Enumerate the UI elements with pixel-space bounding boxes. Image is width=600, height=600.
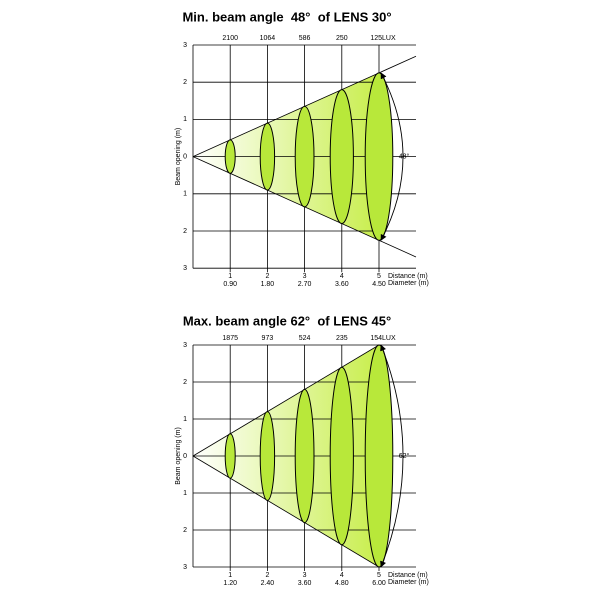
beam-spot — [364, 72, 394, 241]
lux-label: 125LUX — [370, 35, 396, 42]
angle-label: 62° — [399, 452, 410, 460]
distance-title: Distance (m) — [388, 273, 428, 280]
y-tick-label: 1 — [183, 490, 187, 497]
distance-title: Distance (m) — [388, 572, 428, 579]
beam-spot — [294, 388, 315, 524]
beam-spot — [224, 139, 236, 174]
y-axis-title: Beam opening (m) — [175, 128, 182, 186]
lux-label: 154LUX — [370, 335, 396, 342]
diameter-label: 4.80 — [335, 580, 349, 587]
distance-label: 5 — [377, 273, 381, 280]
diameter-title: Diameter (m) — [388, 579, 429, 586]
beam-spot — [364, 344, 394, 568]
lux-label: 586 — [299, 35, 311, 42]
cone-edge — [192, 344, 380, 457]
y-tick-label: 0 — [183, 453, 187, 460]
y-tick-label: 2 — [183, 527, 187, 534]
diameter-title: Diameter (m) — [388, 280, 429, 287]
beam-spot — [329, 366, 354, 546]
lux-label: 2100 — [222, 35, 238, 42]
diameter-label: 6.00 — [372, 580, 386, 587]
diameter-label: 1.80 — [261, 281, 275, 288]
angle-arc — [380, 344, 404, 568]
diameter-label: 4.50 — [372, 281, 386, 288]
y-tick-label: 3 — [183, 42, 187, 49]
distance-label: 1 — [228, 273, 232, 280]
y-tick-label: 1 — [183, 116, 187, 123]
diameter-label: 0.90 — [223, 281, 237, 288]
beam-panel: Max. beam angle 62° of LENS 45°187511.20… — [175, 313, 429, 586]
panel-title: Min. beam angle 48° of LENS 30° — [182, 9, 391, 24]
diameter-label: 1.20 — [223, 580, 237, 587]
cone-edge — [192, 455, 380, 568]
angle-arc — [380, 72, 404, 241]
lux-label: 973 — [262, 335, 274, 342]
distance-label: 5 — [377, 572, 381, 579]
lux-label: 524 — [299, 335, 311, 342]
distance-label: 3 — [303, 273, 307, 280]
beam-spot — [294, 105, 315, 208]
y-tick-label: 2 — [183, 228, 187, 235]
distance-label: 4 — [340, 273, 344, 280]
diameter-label: 3.60 — [335, 281, 349, 288]
distance-label: 1 — [228, 572, 232, 579]
beam-spot — [329, 89, 354, 225]
lux-label: 1064 — [260, 35, 276, 42]
lux-label: 250 — [336, 35, 348, 42]
distance-label: 4 — [340, 572, 344, 579]
y-tick-label: 2 — [183, 379, 187, 386]
distance-label: 2 — [265, 572, 269, 579]
y-tick-label: 3 — [183, 265, 187, 272]
distance-label: 2 — [265, 273, 269, 280]
y-tick-label: 2 — [183, 79, 187, 86]
y-axis-title: Beam opening (m) — [175, 427, 182, 485]
y-tick-label: 3 — [183, 342, 187, 349]
beam-spot — [259, 122, 276, 191]
angle-label: 48° — [399, 152, 410, 160]
beam-panel: Min. beam angle 48° of LENS 30°210010.90… — [175, 9, 429, 288]
y-tick-label: 1 — [183, 416, 187, 423]
beam-spot — [224, 433, 236, 479]
y-tick-label: 3 — [183, 564, 187, 571]
diameter-label: 2.70 — [298, 281, 312, 288]
beam-spot — [259, 411, 276, 501]
y-tick-label: 0 — [183, 153, 187, 160]
lux-label: 1875 — [222, 335, 238, 342]
lux-label: 235 — [336, 335, 348, 342]
y-tick-label: 1 — [183, 191, 187, 198]
diameter-label: 3.60 — [298, 580, 312, 587]
panel-title: Max. beam angle 62° of LENS 45° — [183, 313, 391, 328]
diameter-label: 2.40 — [261, 580, 275, 587]
distance-label: 3 — [303, 572, 307, 579]
